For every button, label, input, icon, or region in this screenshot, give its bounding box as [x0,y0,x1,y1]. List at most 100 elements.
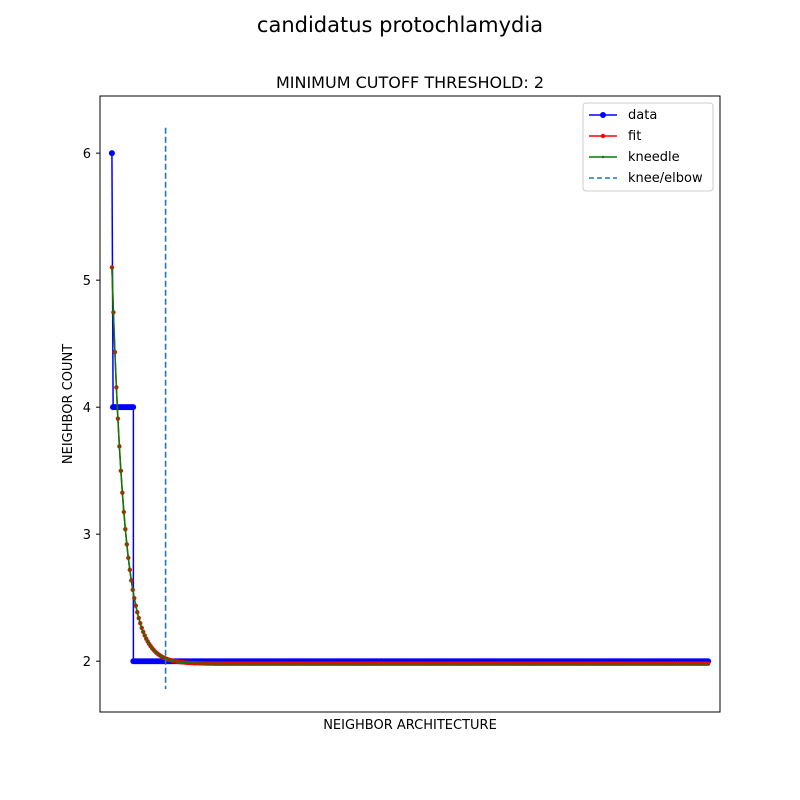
kneedle-point [410,662,413,665]
kneedle-point [248,662,251,665]
kneedle-point [347,662,350,665]
kneedle-point [295,662,298,665]
kneedle-point [558,662,561,665]
kneedle-point [338,662,341,665]
kneedle-point [382,662,385,665]
kneedle-point [446,662,449,665]
kneedle-point [572,662,575,665]
kneedle-point [155,651,158,654]
kneedle-point [128,568,131,571]
kneedle-point [276,662,279,665]
kneedle-point [224,662,227,665]
kneedle-point [690,662,693,665]
kneedle-point [480,662,483,665]
kneedle-point [261,662,264,665]
kneedle-point [538,662,541,665]
kneedle-point [493,662,496,665]
kneedle-point [285,662,288,665]
kneedle-point [306,662,309,665]
kneedle-point [490,662,493,665]
kneedle-point [482,662,485,665]
kneedle-point [327,662,330,665]
kneedle-point [297,662,300,665]
kneedle-point [654,662,657,665]
legend-label-fit: fit [628,129,641,144]
kneedle-point [115,386,118,389]
kneedle-point [330,662,333,665]
kneedle-point [404,662,407,665]
kneedle-point [648,662,651,665]
kneedle-point [645,662,648,665]
kneedle-point [386,662,389,665]
kneedle-point [684,662,687,665]
kneedle-point [575,662,578,665]
kneedle-point [647,662,650,665]
kneedle-point [507,662,510,665]
kneedle-point [321,662,324,665]
kneedle-point [198,662,201,665]
kneedle-point [513,662,516,665]
kneedle-point [440,662,443,665]
kneedle-point [236,662,239,665]
kneedle-point [200,662,203,665]
kneedle-point [669,662,672,665]
kneedle-point [192,662,195,665]
kneedle-point [256,662,259,665]
kneedle-point [414,662,417,665]
kneedle-point [325,662,328,665]
kneedle-point [119,469,122,472]
kneedle-point [566,662,569,665]
kneedle-point [632,662,635,665]
kneedle-point [432,662,435,665]
kneedle-point [504,662,507,665]
kneedle-point [376,662,379,665]
kneedle-point [438,662,441,665]
kneedle-point [696,662,699,665]
kneedle-point [279,662,282,665]
kneedle-point [477,662,480,665]
kneedle-point [662,662,665,665]
kneedle-point [191,662,194,665]
kneedle-point [637,662,640,665]
kneedle-point [452,662,455,665]
kneedle-point [252,662,255,665]
kneedle-point [602,662,605,665]
kneedle-point [541,662,544,665]
kneedle-point [564,662,566,665]
kneedle-point [556,662,559,665]
kneedle-point [486,662,489,665]
kneedle-point [625,662,628,665]
kneedle-point [364,662,367,665]
kneedle-point [130,579,133,582]
kneedle-point [501,662,504,665]
kneedle-point [428,662,431,665]
kneedle-point [271,662,274,665]
kneedle-point [210,662,213,665]
kneedle-point [267,662,270,665]
kneedle-point [148,643,151,646]
kneedle-point [686,662,689,665]
kneedle-point [578,662,581,665]
kneedle-point [540,662,543,665]
kneedle-point [569,662,572,665]
kneedle-point [447,662,450,665]
kneedle-point [277,662,280,665]
legend-marker-kneedle [601,155,605,159]
kneedle-point [689,662,692,665]
kneedle-point [206,662,209,665]
kneedle-point [310,662,313,665]
kneedle-point [332,662,335,665]
legend-marker-data [600,112,606,118]
kneedle-point [653,662,656,665]
kneedle-point [496,662,499,665]
kneedle-point [221,662,224,665]
kneedle-point [516,662,519,665]
kneedle-point [274,662,277,665]
kneedle-point [459,662,462,665]
kneedle-point [644,662,647,665]
kneedle-point [122,511,125,514]
kneedle-point [282,662,285,665]
kneedle-point [409,662,411,665]
kneedle-point [622,662,625,665]
kneedle-point [203,662,206,665]
